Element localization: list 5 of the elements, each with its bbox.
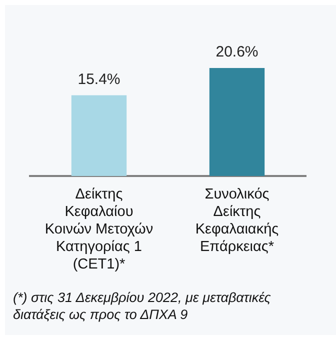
data-label: 15.4% bbox=[78, 70, 120, 88]
x-tick-label: Δείκτης Κεφαλαίου Κοινών Μετοχών Κατηγορίας 1 (CET1)* bbox=[44, 186, 154, 272]
data-label: 20.6% bbox=[216, 44, 258, 61]
text: (*) στις 31 Δεκεμβρίου 2022, με μεταβατικές διατάξεις ως προς το ΔΠΧΑ 9 bbox=[13, 289, 272, 323]
x-tick-label: Συνολικός Δείκτης Κεφαλαιακής Επάρκειας* bbox=[195, 186, 279, 255]
